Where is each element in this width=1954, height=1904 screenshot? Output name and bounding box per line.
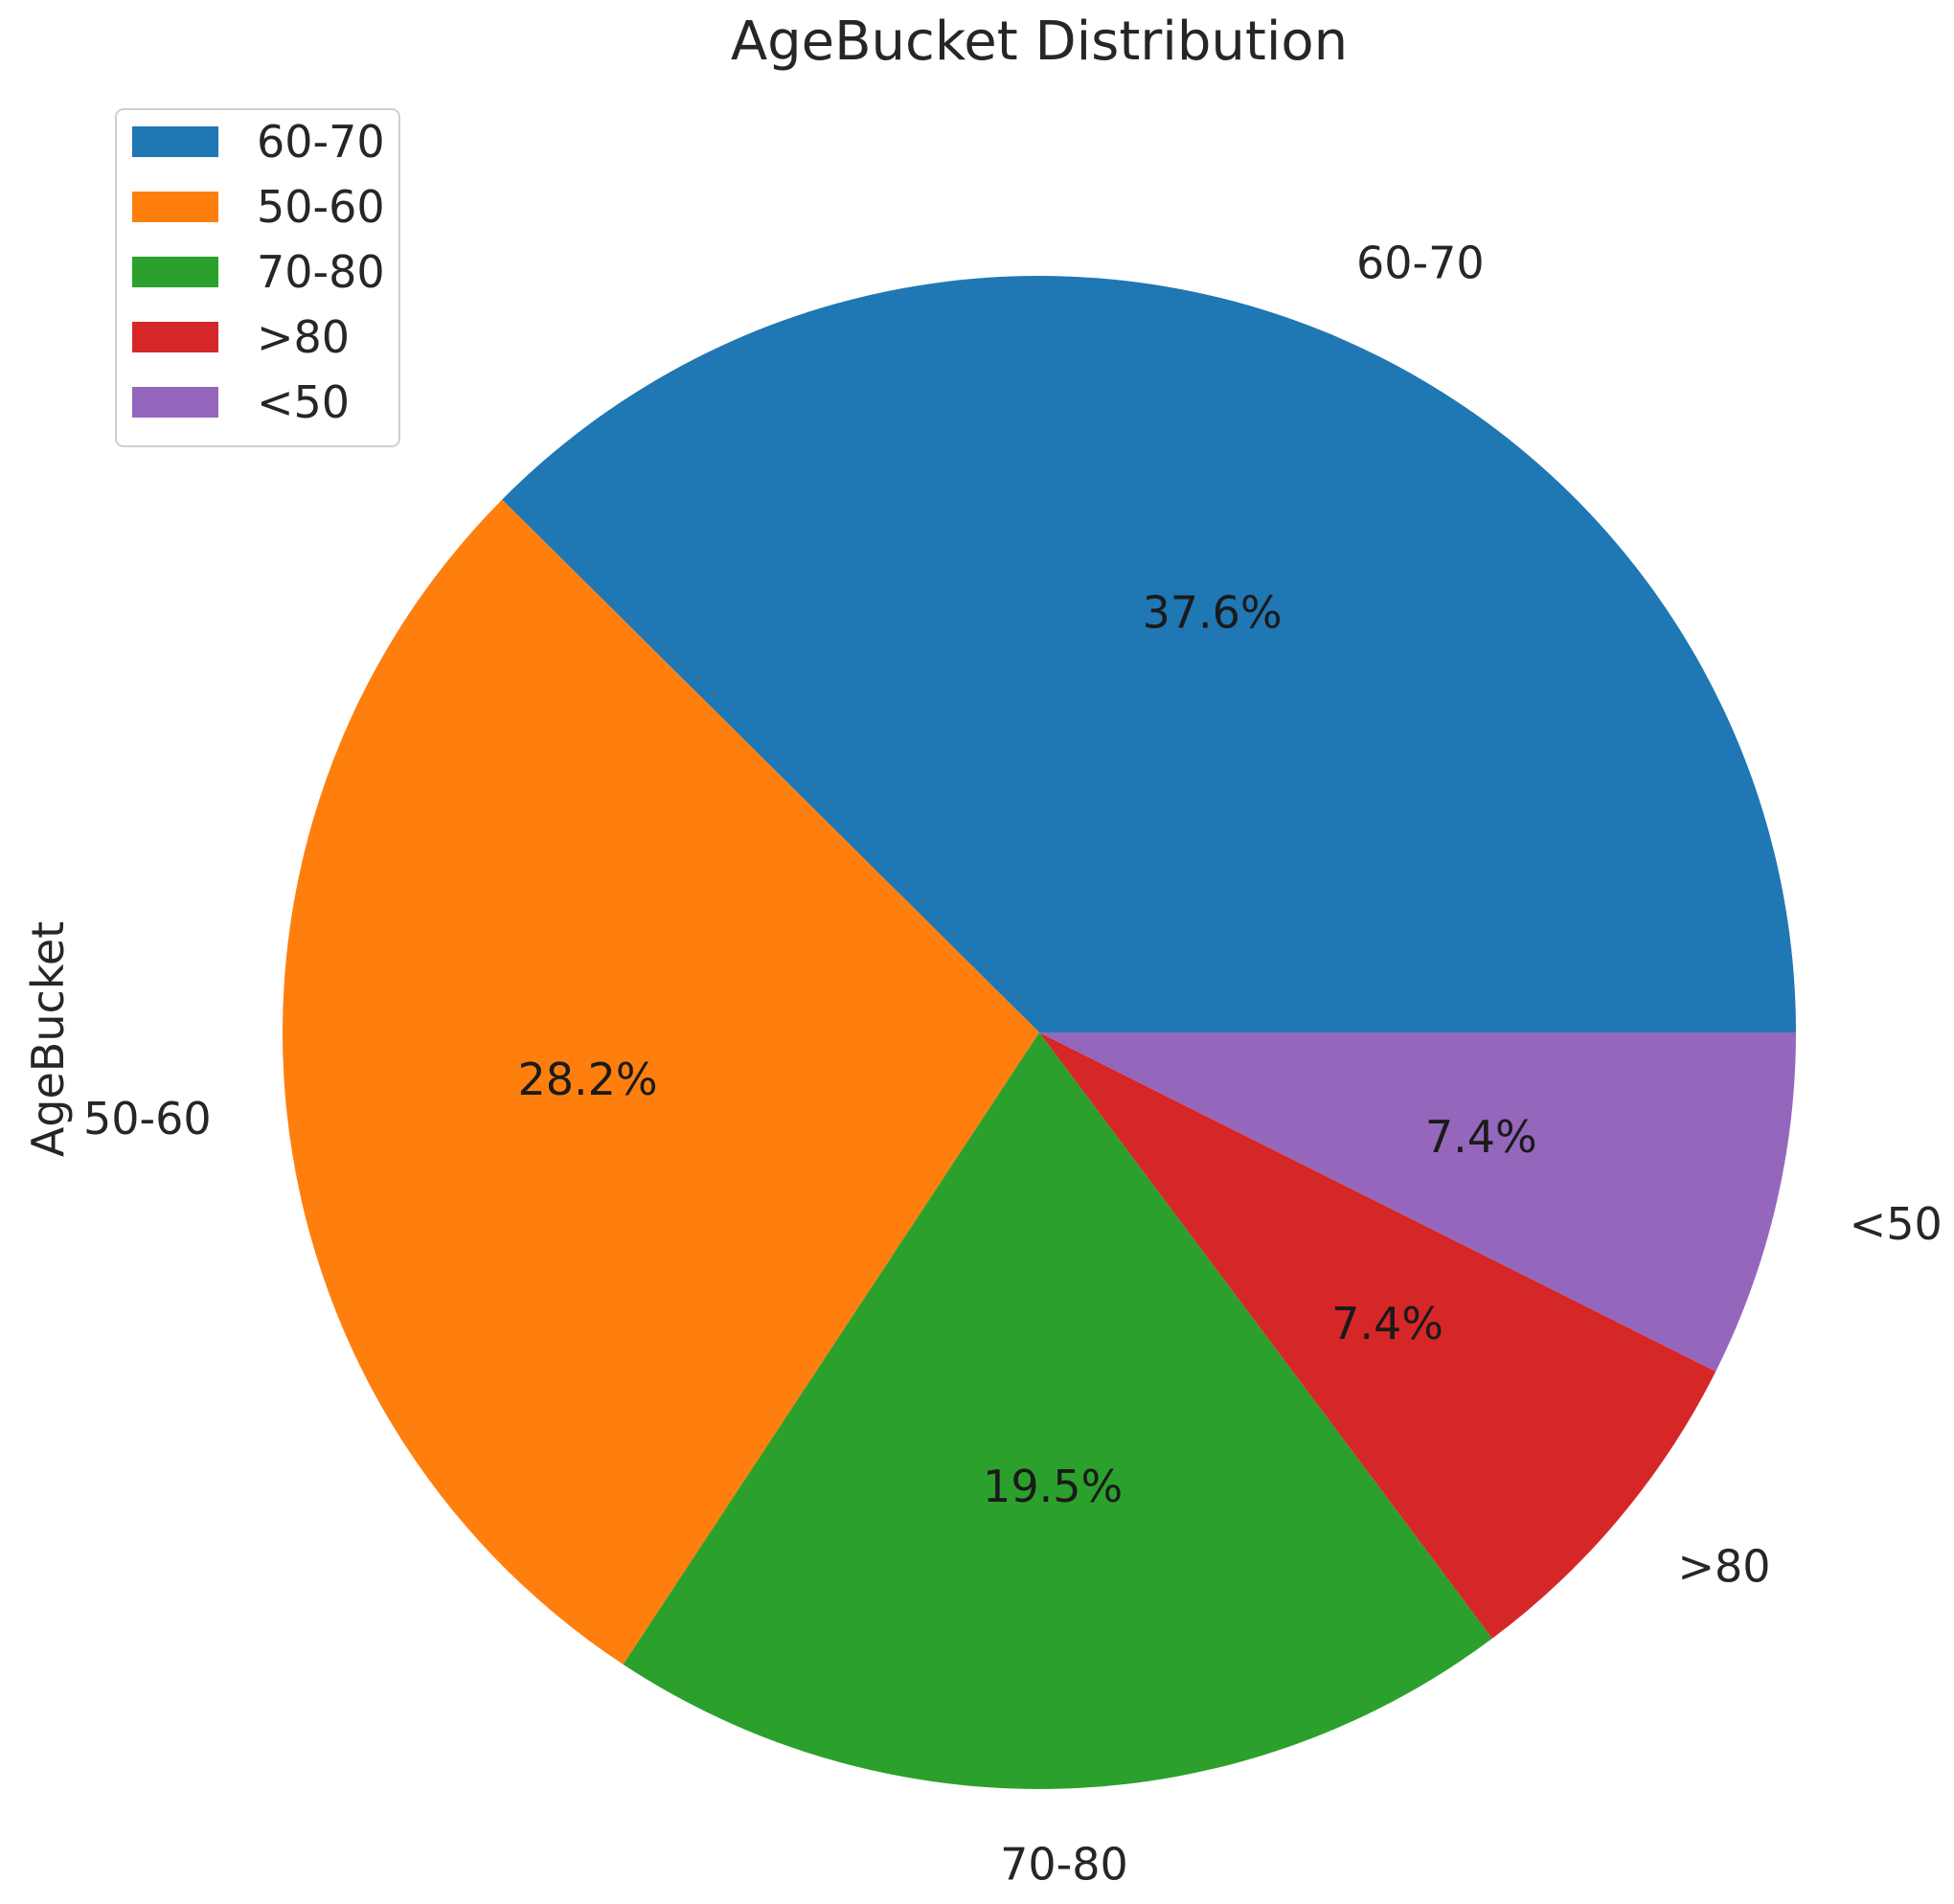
legend-items: 60-70 50-60 70-80 >80 <50 — [132, 116, 385, 428]
chart-title: AgeBucket Distribution — [731, 11, 1348, 73]
legend-label-70-80: 70-80 — [257, 246, 385, 298]
y-axis-label: AgeBucket — [22, 921, 74, 1157]
slice-label-gt80: >80 — [1677, 1541, 1770, 1593]
pie-slice-50-60 — [282, 499, 1040, 1665]
pie-slice-gt80 — [1039, 1032, 1716, 1639]
slice-label-60-70: 60-70 — [1356, 237, 1485, 288]
pie-slices — [282, 275, 1796, 1789]
slice-label-lt50: <50 — [1850, 1198, 1943, 1250]
legend-label-60-70: 60-70 — [257, 116, 385, 168]
percentage-labels: 37.6% 28.2% 19.5% 7.4% 7.4% — [517, 587, 1536, 1512]
legend-swatch-60-70 — [132, 126, 218, 157]
pct-label-50-60: 28.2% — [517, 1054, 657, 1105]
legend: 60-70 50-60 70-80 >80 <50 — [115, 108, 400, 447]
legend-swatch-70-80 — [132, 257, 218, 287]
slice-label-70-80: 70-80 — [1000, 1839, 1128, 1891]
slice-label-50-60: 50-60 — [83, 1093, 212, 1145]
pie-slice-70-80 — [623, 1032, 1492, 1789]
legend-label-lt50: <50 — [257, 376, 350, 428]
legend-swatch-50-60 — [132, 192, 218, 222]
pct-label-70-80: 19.5% — [983, 1461, 1123, 1512]
pct-label-60-70: 37.6% — [1142, 587, 1282, 639]
pie-slice-60-70 — [502, 275, 1796, 1032]
pie-slice-lt50 — [1039, 1032, 1796, 1371]
pct-label-gt80: 7.4% — [1331, 1298, 1443, 1349]
slice-labels: 60-70 50-60 70-80 >80 <50 — [83, 237, 1943, 1890]
legend-label-50-60: 50-60 — [257, 181, 385, 233]
legend-swatch-lt50 — [132, 387, 218, 418]
legend-label-gt80: >80 — [257, 311, 350, 363]
pct-label-lt50: 7.4% — [1425, 1111, 1537, 1163]
legend-swatch-gt80 — [132, 322, 218, 352]
